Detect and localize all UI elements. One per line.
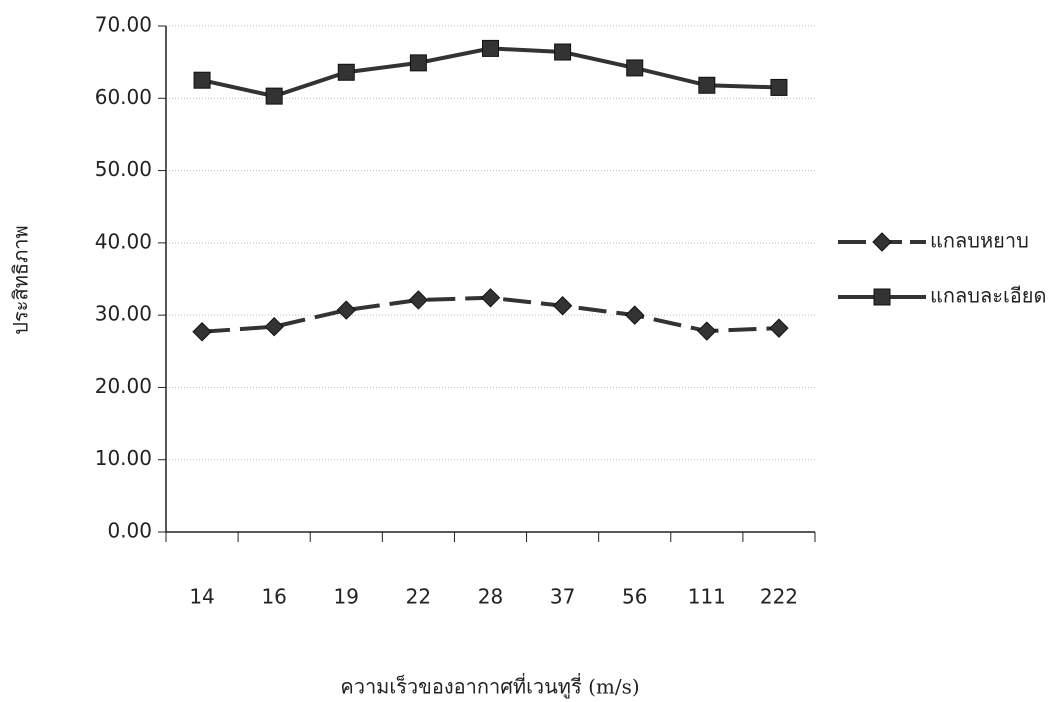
data-point bbox=[409, 54, 427, 72]
x-tick-label: 56 bbox=[622, 585, 647, 609]
y-tick-label: 30.00 bbox=[95, 302, 152, 326]
data-point bbox=[625, 305, 645, 325]
data-point bbox=[264, 317, 284, 337]
y-tick-label: 60.00 bbox=[95, 85, 152, 109]
data-point bbox=[697, 321, 717, 341]
x-tick-label: 16 bbox=[261, 585, 286, 609]
data-point bbox=[337, 63, 355, 81]
legend-label: แกลบหยาบ bbox=[930, 229, 1029, 253]
x-tick-label: 222 bbox=[760, 585, 798, 609]
data-point bbox=[698, 76, 716, 94]
data-point bbox=[480, 288, 501, 308]
data-point bbox=[408, 290, 429, 310]
data-point bbox=[193, 71, 211, 89]
x-tick-label: 22 bbox=[406, 585, 431, 609]
x-axis-title: ความเร็วของอากาศที่เวนทูรี่ (m/s) bbox=[340, 673, 639, 700]
data-point bbox=[769, 318, 789, 338]
y-tick-label: 70.00 bbox=[95, 13, 152, 37]
data-point bbox=[552, 296, 573, 316]
y-tick-label: 10.00 bbox=[95, 446, 152, 470]
data-point bbox=[336, 300, 356, 320]
data-point bbox=[770, 78, 788, 96]
data-point bbox=[482, 39, 499, 57]
legend-marker bbox=[873, 288, 891, 306]
legend-marker bbox=[872, 232, 892, 252]
x-tick-label: 37 bbox=[550, 585, 575, 609]
y-tick-label: 50.00 bbox=[95, 157, 152, 181]
x-tick-label: 19 bbox=[334, 585, 359, 609]
data-point bbox=[265, 87, 283, 105]
y-tick-label: 40.00 bbox=[95, 229, 152, 253]
x-tick-label: 14 bbox=[189, 585, 214, 609]
x-tick-label: 111 bbox=[688, 585, 726, 609]
data-point bbox=[192, 322, 212, 342]
legend-label: แกลบละเอียด bbox=[930, 284, 1047, 308]
data-point bbox=[626, 59, 644, 77]
y-tick-label: 0.00 bbox=[107, 519, 152, 543]
y-tick-label: 20.00 bbox=[95, 374, 152, 398]
data-point bbox=[554, 43, 572, 61]
y-axis-title: ประสิทธิภาพ bbox=[9, 225, 33, 334]
x-tick-label: 28 bbox=[478, 585, 503, 609]
